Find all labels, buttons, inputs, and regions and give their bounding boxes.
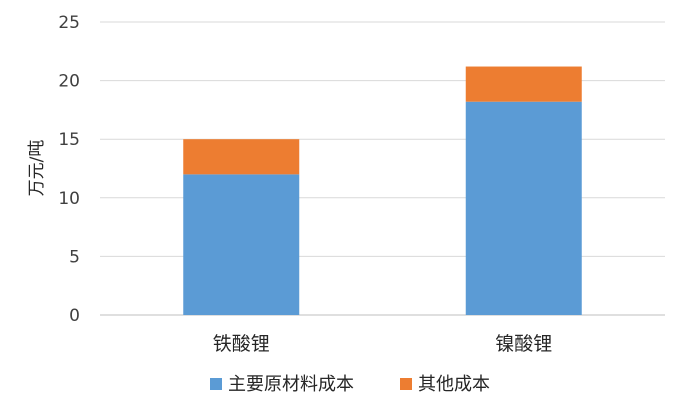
y-tick-label: 20: [58, 72, 80, 92]
bar-segment: [183, 139, 300, 175]
legend: 主要原材料成本 其他成本: [210, 374, 490, 395]
y-tick-label: 10: [58, 189, 80, 209]
x-axis-categories: 铁酸锂 镍酸锂: [213, 333, 553, 355]
y-tick-label: 25: [58, 13, 80, 33]
legend-label: 主要原材料成本: [228, 374, 354, 395]
x-category-label: 镍酸锂: [495, 333, 552, 355]
bar-segment: [465, 101, 582, 315]
bar-segment: [465, 66, 582, 102]
y-axis-ticks: 0 5 10 15 20 25: [58, 13, 80, 326]
x-category-label: 铁酸锂: [213, 333, 270, 355]
bars: [183, 66, 582, 315]
y-axis-title: 万元/吨: [27, 140, 47, 197]
y-tick-label: 5: [69, 247, 80, 267]
legend-swatch: [210, 378, 222, 390]
bar-segment: [183, 174, 300, 315]
y-tick-label: 0: [69, 306, 80, 326]
legend-label: 其他成本: [418, 374, 490, 395]
legend-swatch: [400, 378, 412, 390]
y-tick-label: 15: [58, 130, 80, 150]
